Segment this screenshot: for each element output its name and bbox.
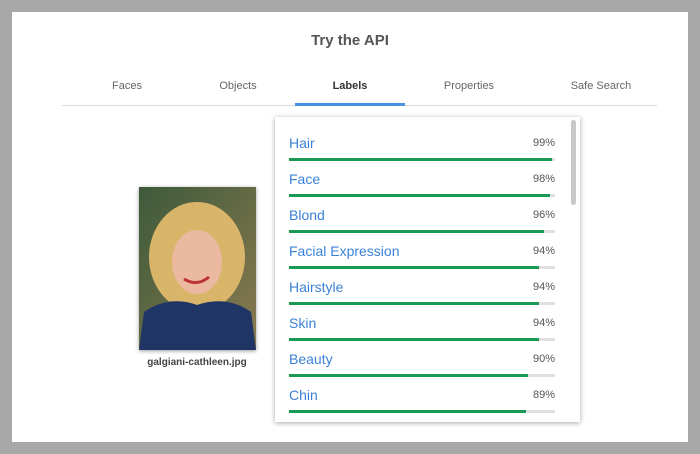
label-name[interactable]: Chin	[289, 387, 318, 403]
score-bar	[289, 410, 526, 413]
score-track	[289, 230, 555, 233]
score-bar	[289, 194, 550, 197]
score-track	[289, 194, 555, 197]
tab[interactable]: Faces	[112, 80, 142, 92]
title: Try the API	[311, 32, 389, 49]
label-score: 90%	[532, 353, 555, 365]
label-name[interactable]: Face	[289, 171, 321, 187]
score-track	[289, 302, 555, 305]
panel: Try the API Faces Objects Labels Properties…	[12, 12, 688, 442]
score-track	[289, 410, 555, 413]
labels-card: Hair 99% Face 98% Blond 96% Facial Expression 9…	[275, 117, 580, 422]
label-row: Chin 89%	[289, 381, 555, 417]
tab[interactable]: Labels	[295, 80, 405, 106]
label-row: Hairstyle 94%	[289, 273, 555, 309]
tab[interactable]: Safe Search	[570, 80, 632, 92]
label-name[interactable]: Hair	[289, 135, 315, 151]
score-track	[289, 158, 555, 161]
score-bar	[289, 338, 540, 341]
label-score: 98%	[532, 173, 555, 185]
label-row: Blond 96%	[289, 201, 555, 237]
label-row: Facial Expression 94%	[289, 237, 555, 273]
label-row: Face 98%	[289, 165, 555, 201]
image-caption: galgiani-cathleen.jpg	[147, 357, 247, 368]
label-row: Hair 99%	[289, 129, 555, 165]
score-bar	[289, 266, 540, 269]
label-score: 94%	[532, 317, 555, 329]
score-track	[289, 374, 555, 377]
label-name[interactable]: Skin	[289, 315, 317, 331]
tab-bar: Faces Objects Labels Properties Safe Search	[62, 80, 657, 106]
score-track	[289, 338, 555, 341]
score-bar	[289, 302, 540, 305]
label-score: 94%	[532, 245, 555, 257]
score-bar	[289, 230, 545, 233]
label-name[interactable]: Hairstyle	[289, 279, 344, 295]
label-score: 94%	[532, 281, 555, 293]
label-name[interactable]: Beauty	[289, 351, 333, 367]
label-name[interactable]: Blond	[289, 207, 325, 223]
score-bar	[289, 374, 529, 377]
label-score: 96%	[532, 209, 555, 221]
tab[interactable]: Properties	[443, 80, 495, 92]
score-bar	[289, 158, 553, 161]
label-score: 89%	[532, 389, 555, 401]
label-row: Skin 94%	[289, 309, 555, 345]
photo	[139, 187, 256, 350]
score-track	[289, 266, 555, 269]
label-score: 99%	[532, 137, 555, 149]
scrollbar[interactable]	[571, 120, 576, 205]
label-row: Beauty 90%	[289, 345, 555, 381]
label-name[interactable]: Facial Expression	[289, 243, 400, 259]
tab[interactable]: Objects	[219, 80, 257, 92]
